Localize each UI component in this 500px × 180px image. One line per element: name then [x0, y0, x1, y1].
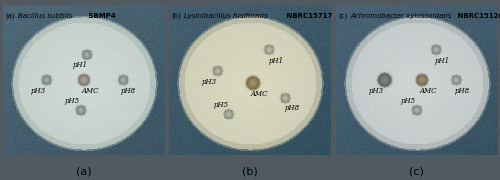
Text: AMC: AMC [251, 89, 268, 98]
Text: pH1: pH1 [435, 57, 450, 65]
Text: (b): (b) [172, 13, 181, 19]
Text: Achromobacter xylosoxidans: Achromobacter xylosoxidans [351, 13, 452, 19]
Text: pH3: pH3 [30, 87, 46, 94]
Text: AMC: AMC [419, 87, 436, 94]
Text: pH3: pH3 [202, 78, 217, 86]
Text: pH5: pH5 [214, 102, 228, 109]
Text: pH8: pH8 [121, 87, 136, 94]
Text: NBRC15717: NBRC15717 [284, 13, 333, 19]
Text: pH5: pH5 [401, 97, 416, 105]
Text: pH8: pH8 [454, 87, 469, 94]
Text: pH8: pH8 [284, 104, 300, 112]
Text: AMC: AMC [81, 87, 98, 94]
Text: pH1: pH1 [268, 57, 283, 65]
Text: (b): (b) [242, 166, 258, 176]
Text: (c): (c) [409, 166, 424, 176]
Text: NBRC15126: NBRC15126 [455, 13, 500, 19]
Text: Lysinibacillus fusiformis: Lysinibacillus fusiformis [184, 13, 268, 19]
Text: pH1: pH1 [72, 61, 88, 69]
Text: pH3: pH3 [368, 87, 384, 94]
Text: (a): (a) [5, 13, 15, 19]
Text: (c): (c) [338, 13, 347, 19]
Text: pH5: pH5 [64, 97, 80, 105]
Text: SBMP4: SBMP4 [86, 13, 115, 19]
Text: Bacillus subtilis: Bacillus subtilis [18, 13, 72, 19]
Text: (a): (a) [76, 166, 91, 176]
